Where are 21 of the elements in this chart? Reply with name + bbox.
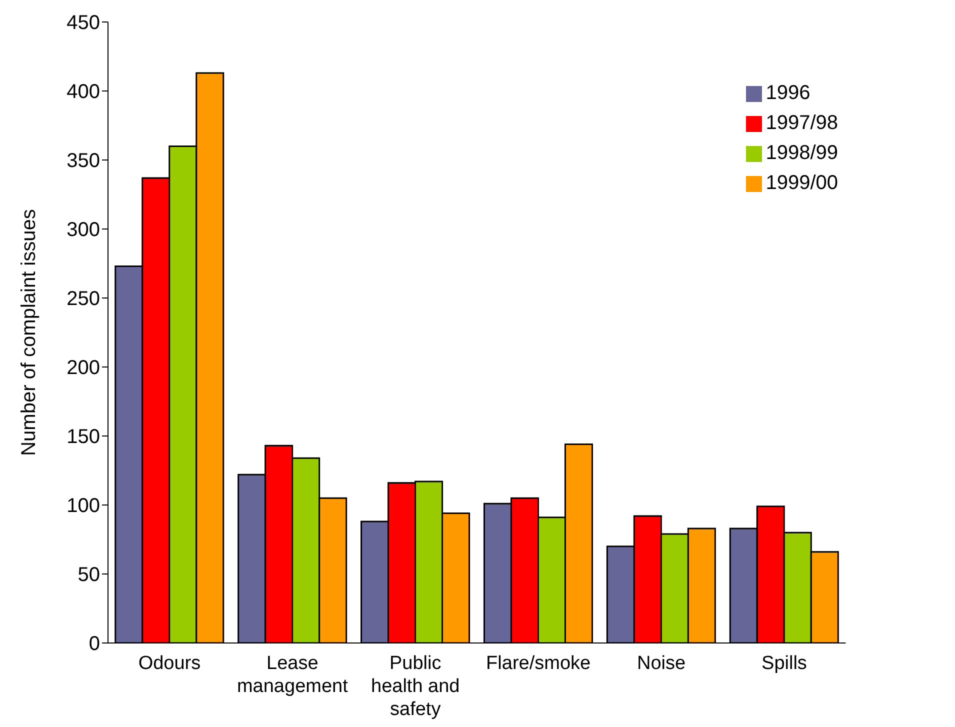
x-tick-label: Spills	[762, 653, 807, 674]
y-tick-label: 150	[66, 426, 100, 448]
y-tick-label: 100	[66, 495, 100, 518]
y-tick-label: 50	[78, 564, 100, 586]
x-tick-label: Noise	[636, 653, 686, 674]
y-tick-label: 200	[66, 357, 100, 380]
y-tick-label: 450	[66, 12, 100, 34]
legend-label: 1999/00	[766, 172, 838, 194]
y-tick-label: 300	[66, 219, 100, 242]
x-tick-label: Public health and safety	[371, 653, 460, 720]
y-tick-label: 250	[66, 288, 100, 310]
y-axis-title: Number of complaint issues	[18, 209, 40, 456]
legend-label: 1996	[766, 82, 810, 104]
y-tick-label: 400	[66, 81, 100, 104]
x-tick-label: Lease management	[236, 653, 349, 697]
legend-label: 1997/98	[766, 112, 838, 134]
y-tick-label: 350	[66, 150, 100, 172]
x-tick-label: Odours	[138, 653, 201, 674]
x-tick-label: Flare/smoke	[486, 653, 591, 674]
legend-label: 1998/99	[766, 142, 838, 164]
y-tick-label: 0	[88, 633, 100, 656]
